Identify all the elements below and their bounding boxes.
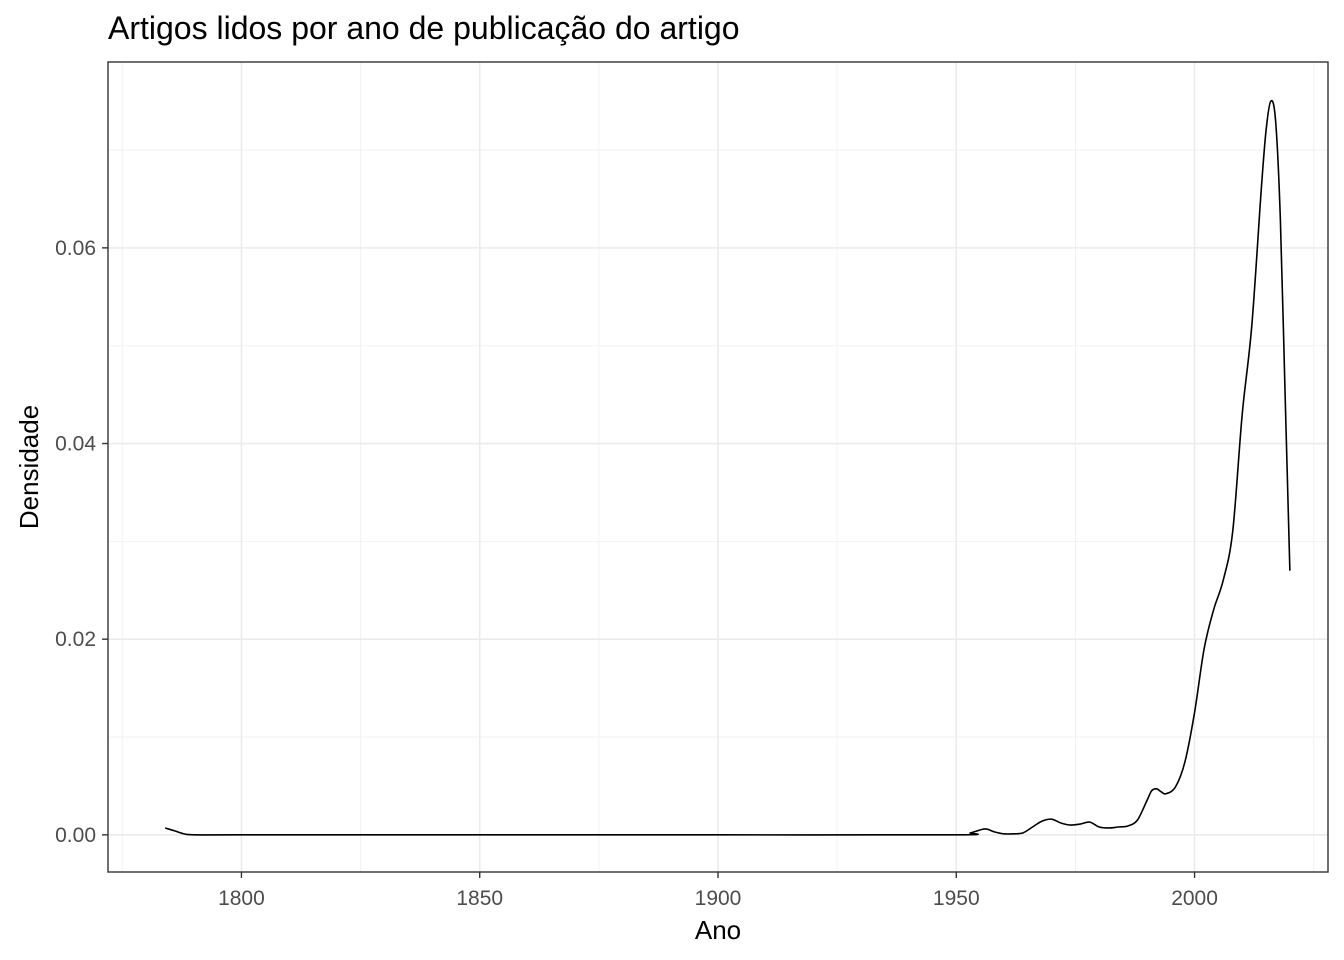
y-axis-title: Densidade (14, 405, 44, 529)
x-tick-label: 1800 (218, 887, 265, 910)
x-tick-label: 1950 (933, 887, 980, 910)
x-axis-title: Ano (695, 915, 741, 945)
x-tick-label: 1900 (695, 887, 742, 910)
grid (108, 62, 1328, 872)
y-tick-label: 0.00 (55, 824, 96, 847)
y-tick-label: 0.02 (55, 628, 96, 651)
y-tick-label: 0.04 (55, 433, 96, 456)
axes: 1800 1850 1900 1950 2000 0.00 0.02 0.04 0.06 (55, 237, 1218, 910)
density-line (164, 99, 1291, 836)
y-tick-label: 0.06 (55, 237, 96, 260)
chart-title: Artigos lidos por ano de publicação do a… (108, 10, 740, 46)
x-tick-label: 2000 (1171, 887, 1218, 910)
series-layer (164, 99, 1291, 836)
x-tick-label: 1850 (456, 887, 503, 910)
